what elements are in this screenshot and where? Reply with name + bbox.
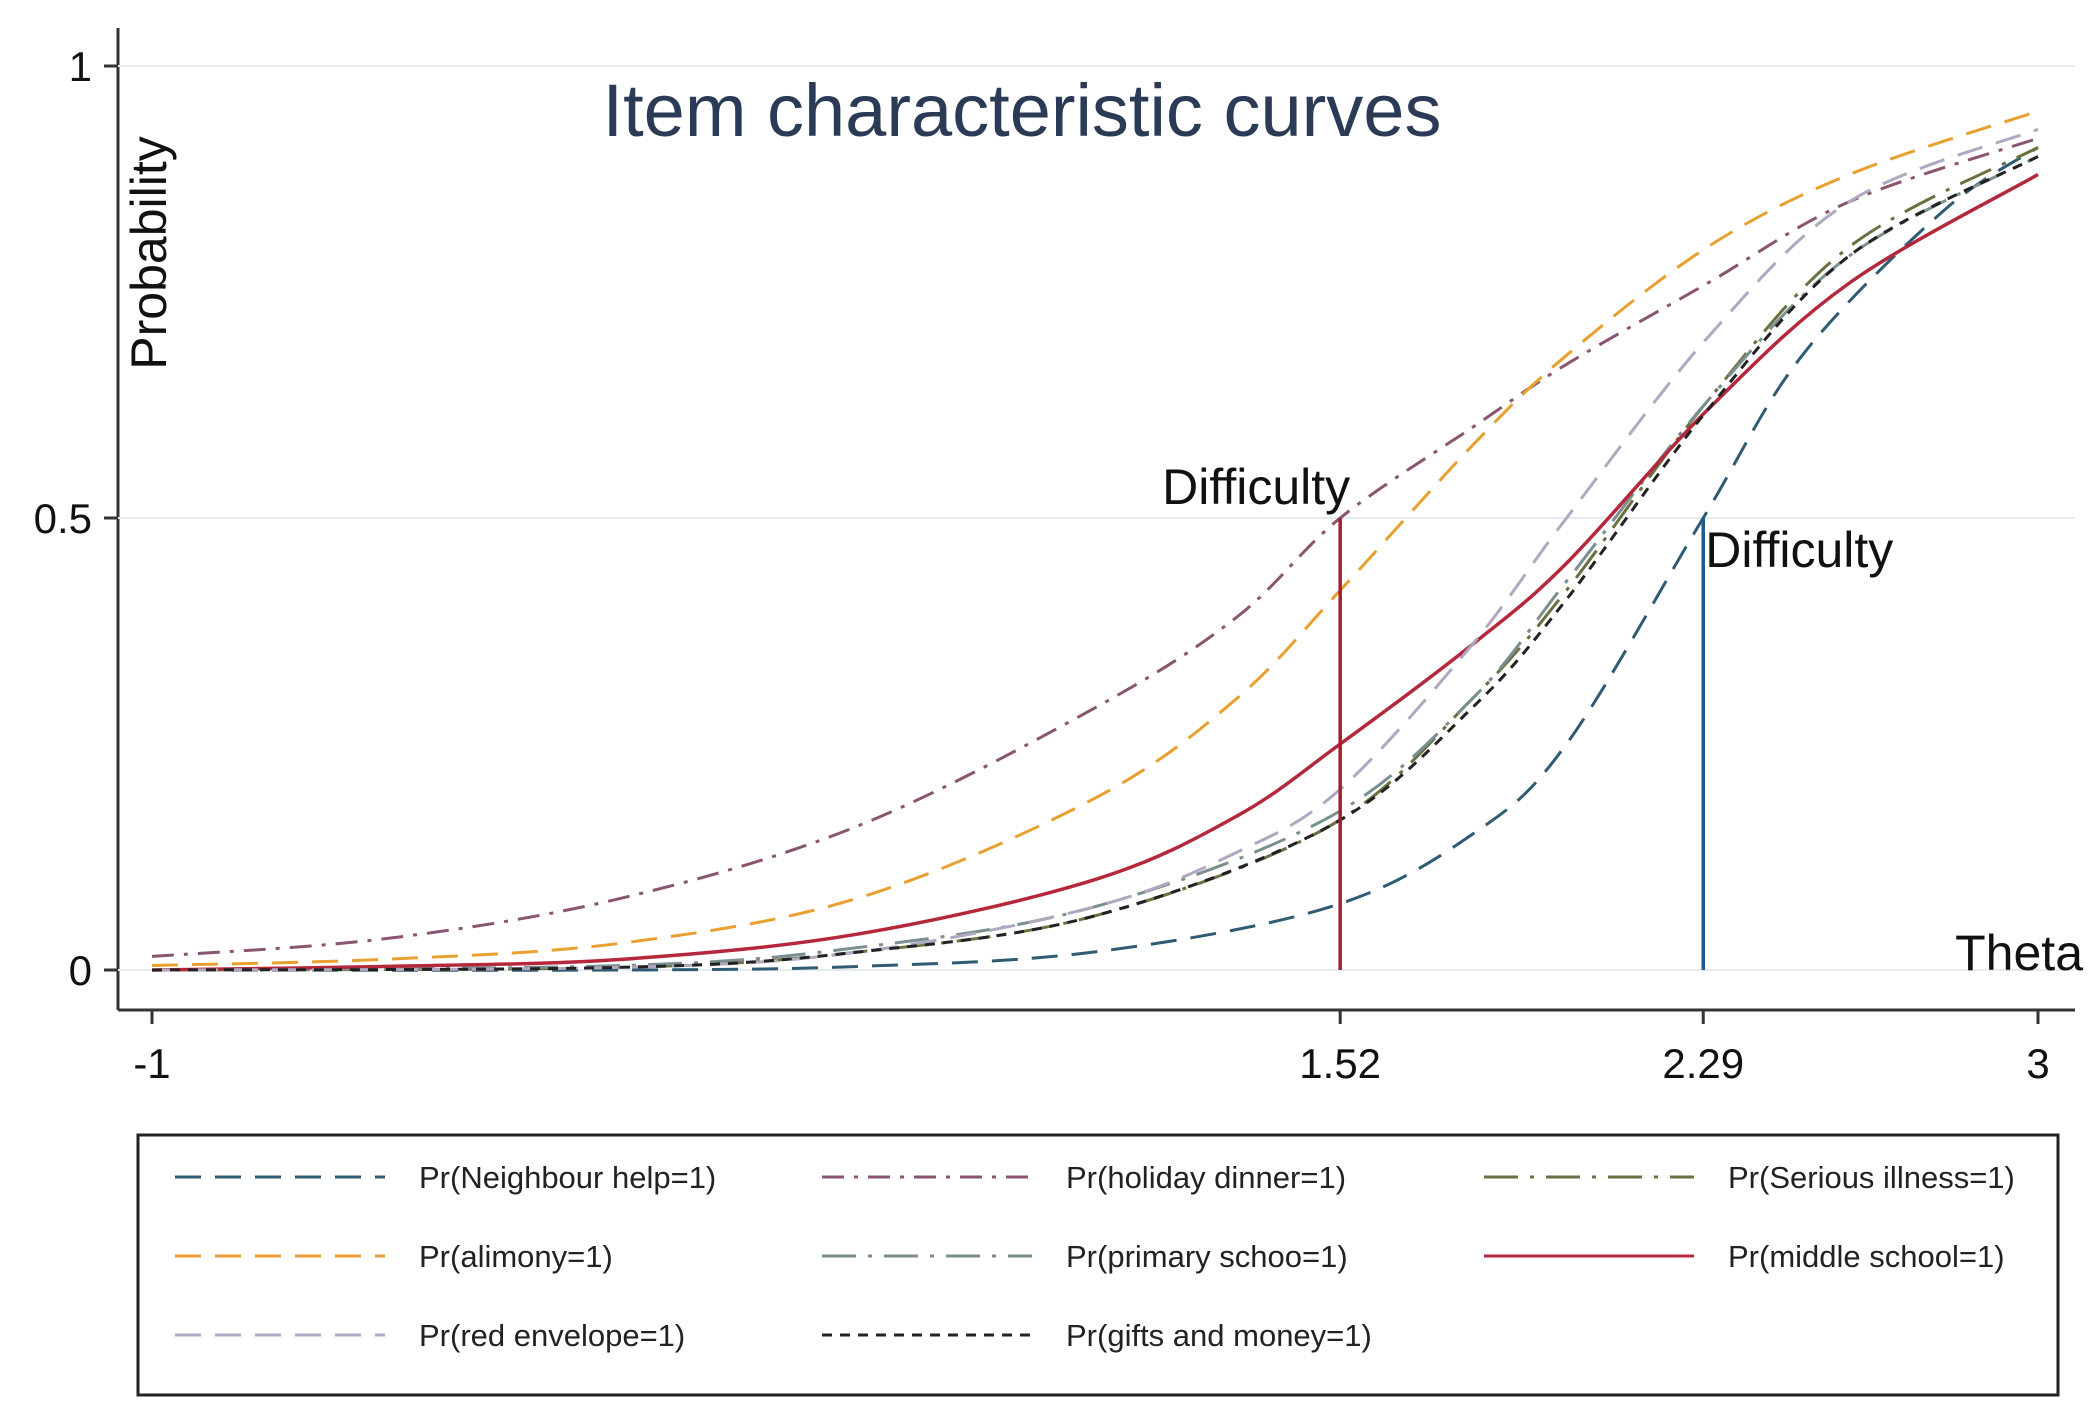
legend-label: Pr(Neighbour help=1): [419, 1160, 716, 1195]
legend-label: Pr(red envelope=1): [419, 1318, 685, 1353]
series-line: [151, 146, 2039, 972]
chart-title: Item characteristic curves: [603, 69, 1442, 152]
legend-label: Pr(gifts and money=1): [1066, 1318, 1372, 1353]
x-tick-label: 1.52: [1299, 1040, 1381, 1087]
y-tick-label: 1: [69, 43, 92, 90]
legend-label: Pr(Serious illness=1): [1728, 1160, 2015, 1195]
x-tick-label: 2.29: [1662, 1040, 1744, 1087]
legend-box: [136, 1133, 2060, 1397]
difficulty-label: Difficulty: [1705, 522, 1893, 578]
legend-items: Pr(Neighbour help=1) Pr(holiday dinner=1)…: [175, 1160, 2015, 1353]
y-tick-label: 0: [69, 947, 92, 994]
difficulty-label: Difficulty: [1162, 459, 1350, 515]
x-axis-label: Theta: [1955, 925, 2083, 981]
legend-label: Pr(alimony=1): [419, 1239, 613, 1274]
legend-label: Pr(primary schoo=1): [1066, 1239, 1348, 1274]
series-lines: [151, 109, 2039, 972]
y-axis-label: Probability: [121, 136, 177, 369]
gridlines: [118, 65, 2075, 971]
y-ticks: 00.51: [34, 43, 118, 994]
y-tick-label: 0.5: [34, 495, 92, 542]
series-line: [151, 155, 2039, 972]
x-ticks: -1 1.52 2.29 3: [133, 1010, 2050, 1087]
x-tick-label: 3: [2026, 1040, 2049, 1087]
x-tick-label: -1: [133, 1040, 170, 1087]
legend-label: Pr(holiday dinner=1): [1066, 1160, 1346, 1195]
series-line: [151, 172, 2039, 972]
legend-label: Pr(middle school=1): [1728, 1239, 2005, 1274]
series-line: [151, 109, 2039, 967]
series-line: [151, 155, 2039, 972]
series-line: [151, 136, 2039, 958]
legend: Pr(Neighbour help=1) Pr(holiday dinner=1)…: [136, 1133, 2060, 1397]
difficulty-lines: Difficulty Difficulty: [1162, 459, 1893, 970]
